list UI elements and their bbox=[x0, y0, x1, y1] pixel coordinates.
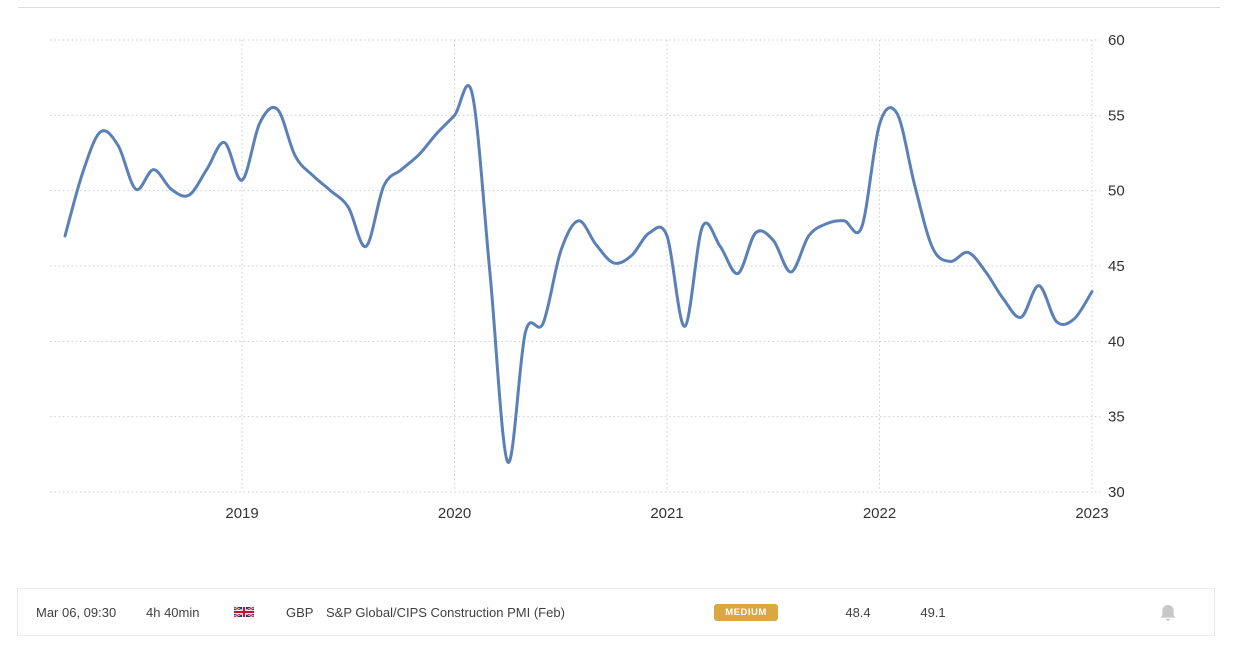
x-axis-label: 2023 bbox=[1075, 505, 1108, 522]
event-value-1: 48.4 bbox=[845, 604, 871, 620]
uk-flag-icon bbox=[234, 589, 254, 635]
event-title: S&P Global/CIPS Construction PMI (Feb) bbox=[326, 604, 565, 620]
pmi-chart[interactable]: 60 55 50 45 40 35 30 2019 2020 2021 2022 2023 bbox=[0, 0, 1234, 560]
y-axis-label: 55 bbox=[1108, 107, 1125, 124]
y-axis-label: 45 bbox=[1108, 258, 1125, 275]
x-axis-label: 2021 bbox=[650, 505, 683, 522]
x-axis-label: 2019 bbox=[225, 505, 258, 522]
y-axis-label: 35 bbox=[1108, 409, 1125, 426]
top-divider bbox=[18, 7, 1220, 8]
calendar-event-row[interactable]: Mar 06, 09:30 4h 40min GBP S&P Global/CI… bbox=[17, 588, 1215, 636]
chart-container: 60 55 50 45 40 35 30 2019 2020 2021 2022 2023 bbox=[0, 0, 1234, 560]
bell-icon[interactable] bbox=[1157, 601, 1179, 625]
event-currency: GBP bbox=[286, 604, 314, 620]
event-time-until: 4h 40min bbox=[146, 604, 200, 620]
y-axis-label: 60 bbox=[1108, 32, 1125, 49]
event-date: Mar 06, 09:30 bbox=[36, 604, 117, 620]
x-axis-label: 2020 bbox=[438, 505, 471, 522]
y-axis-label: 50 bbox=[1108, 183, 1125, 200]
pmi-line bbox=[63, 84, 1094, 464]
x-axis-label: 2022 bbox=[863, 505, 896, 522]
y-axis-label: 30 bbox=[1108, 484, 1125, 501]
event-value-2: 49.1 bbox=[920, 604, 946, 620]
importance-badge: MEDIUM bbox=[714, 604, 778, 621]
y-axis-label: 40 bbox=[1108, 333, 1125, 350]
